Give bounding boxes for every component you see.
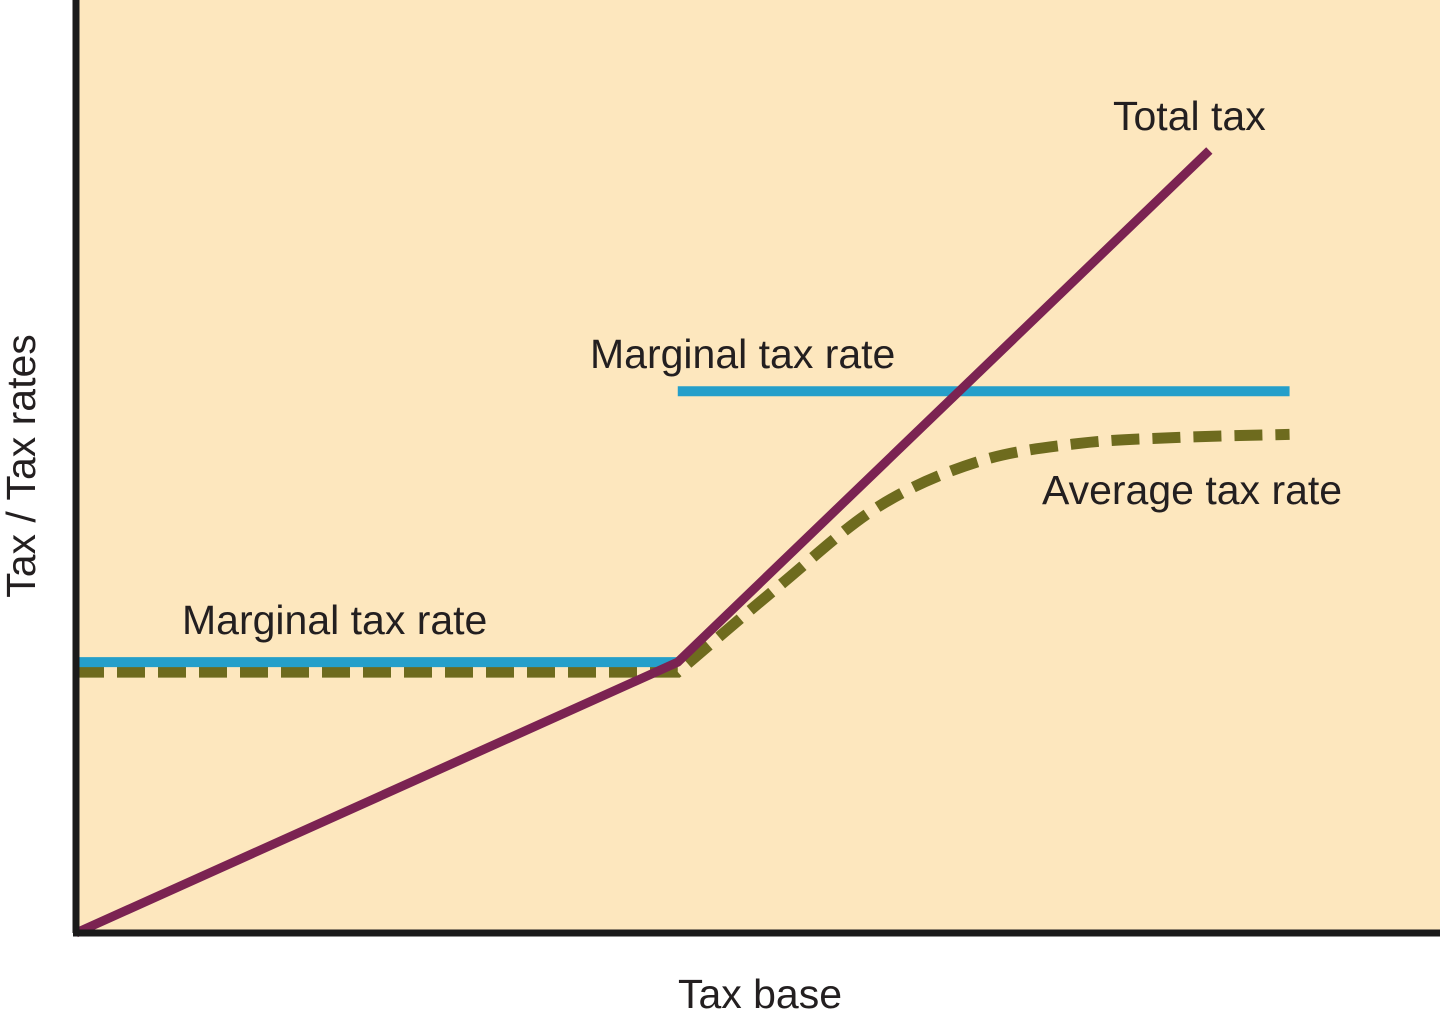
series-average-tax-rate <box>76 428 1290 678</box>
label-marginal-tax-rate-lower: Marginal tax rate <box>182 597 487 643</box>
x-axis-label: Tax base <box>678 971 842 1010</box>
label-total-tax: Total tax <box>1113 93 1266 139</box>
series-layer <box>74 147 1290 938</box>
label-marginal-tax-rate-upper: Marginal tax rate <box>590 331 895 377</box>
series-total-tax <box>74 147 1213 938</box>
y-axis-label: Tax / Tax rates <box>0 334 44 598</box>
plot-background <box>76 0 1440 933</box>
label-average-tax-rate: Average tax rate <box>1042 467 1342 513</box>
